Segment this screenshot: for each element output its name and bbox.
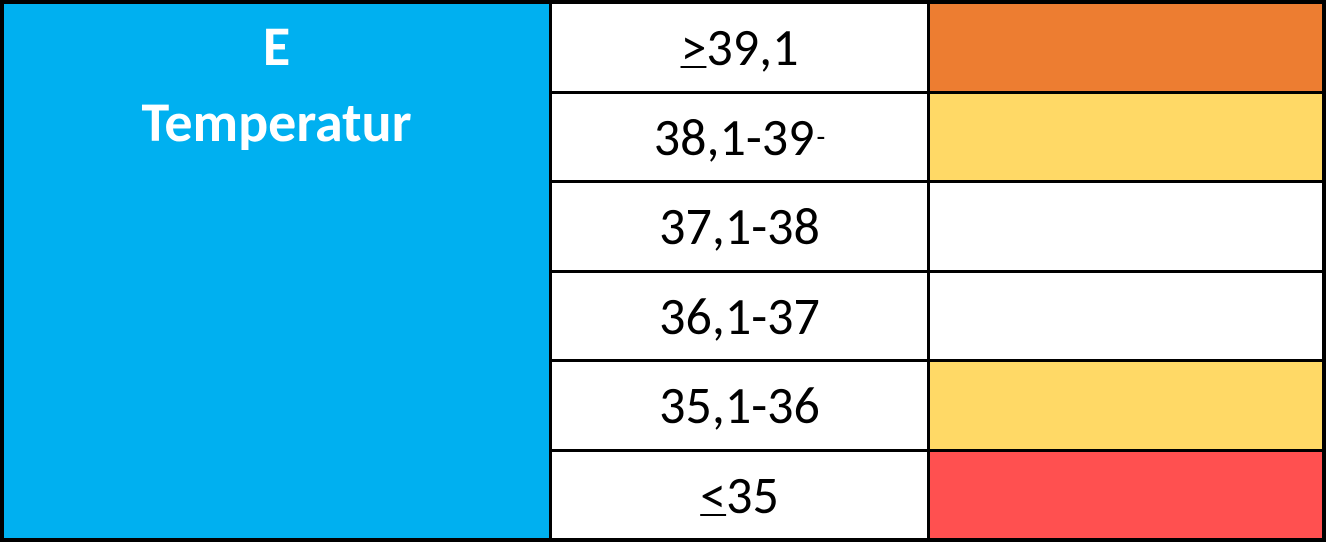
color-cell — [930, 183, 1322, 273]
range-value: 35 — [726, 469, 779, 521]
color-cell — [930, 4, 1322, 94]
temperature-table: E Temperatur >39,1 38,1-39- 37,1-38 36,1… — [0, 0, 1326, 542]
range-cell: 37,1-38 — [552, 183, 927, 273]
range-cell: <35 — [552, 452, 927, 539]
range-prefix: < — [700, 469, 726, 521]
color-cell — [930, 452, 1322, 539]
table-header-cell: E Temperatur — [4, 4, 552, 538]
range-cell: >39,1 — [552, 4, 927, 94]
colors-column — [930, 4, 1322, 538]
header-label: Temperatur — [4, 86, 549, 162]
color-cell — [930, 362, 1322, 452]
color-cell — [930, 94, 1322, 184]
range-value: 35,1-36 — [659, 379, 820, 431]
range-prefix: > — [681, 21, 707, 73]
range-value: 39,1 — [706, 21, 798, 73]
range-cell: 36,1-37 — [552, 273, 927, 363]
range-cell: 35,1-36 — [552, 362, 927, 452]
color-cell — [930, 273, 1322, 363]
range-value: 36,1-37 — [659, 290, 820, 342]
ranges-column: >39,1 38,1-39- 37,1-38 36,1-37 35,1-36 <… — [552, 4, 930, 538]
header-letter: E — [4, 10, 549, 86]
range-cell: 38,1-39- — [552, 94, 927, 184]
range-value: 37,1-38 — [659, 200, 820, 252]
range-value: 38,1-39 — [654, 111, 815, 163]
